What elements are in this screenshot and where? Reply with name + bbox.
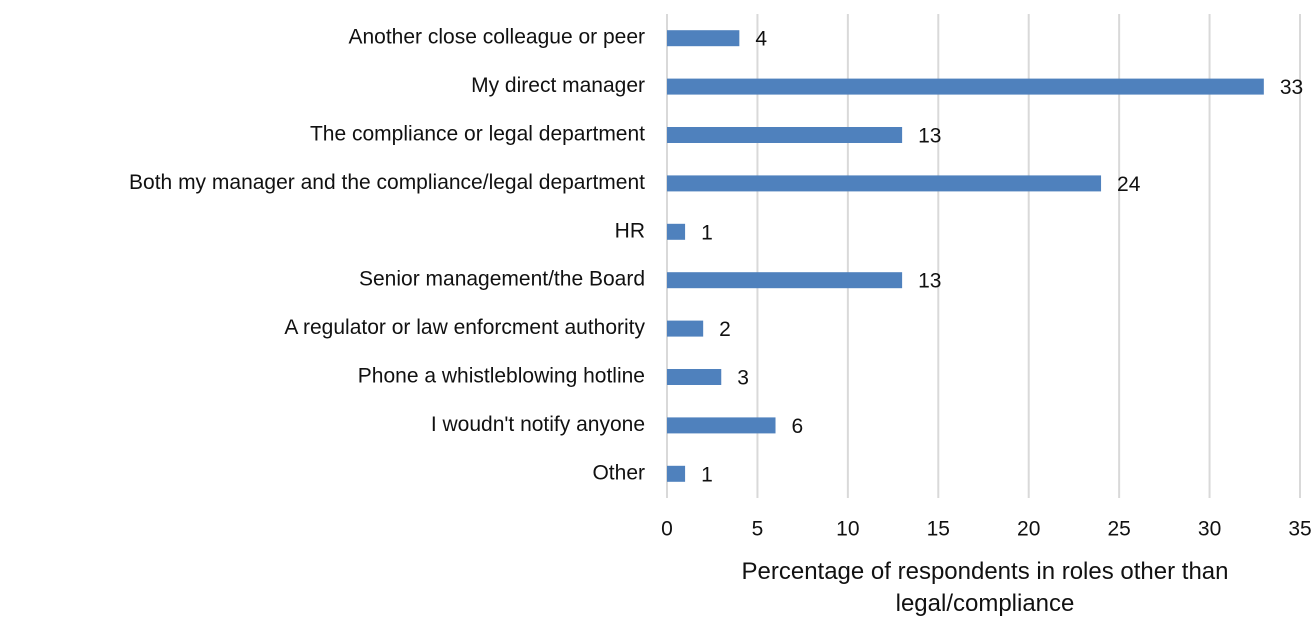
y-tick-label: My direct manager: [471, 74, 645, 97]
value-label: 1: [701, 463, 713, 486]
y-tick-label: I woudn't notify anyone: [431, 413, 645, 436]
y-tick-label: The compliance or legal department: [310, 123, 645, 146]
y-tick-label: Both my manager and the compliance/legal…: [129, 171, 645, 194]
bar: [667, 223, 686, 240]
x-tick-label: 35: [1288, 518, 1311, 541]
value-label: 3: [737, 367, 749, 390]
value-label: 13: [918, 125, 941, 148]
value-label: 13: [918, 270, 941, 293]
y-tick-label: Another close colleague or peer: [348, 26, 645, 49]
x-tick-label: 0: [661, 518, 673, 541]
value-label: 4: [755, 28, 767, 51]
y-tick-label: Phone a whistleblowing hotline: [358, 365, 645, 388]
value-label: 2: [719, 318, 731, 341]
x-tick-label: 30: [1198, 518, 1221, 541]
bar: [667, 417, 776, 434]
y-tick-label: Senior management/the Board: [359, 268, 645, 291]
value-label: 24: [1117, 173, 1141, 196]
value-label: 6: [792, 415, 804, 438]
x-tick-label: 25: [1107, 518, 1130, 541]
bar: [667, 175, 1102, 192]
value-label: 1: [701, 221, 713, 244]
bar: [667, 369, 722, 385]
x-tick-label: 20: [1017, 518, 1040, 541]
x-tick-label: 5: [752, 518, 764, 541]
x-axis-title: Percentage of respondents in roles other…: [741, 558, 1229, 617]
y-tick-label: A regulator or law enforcment authority: [284, 316, 645, 339]
x-tick-label: 15: [927, 518, 950, 541]
bar: [667, 30, 740, 47]
y-tick-label: Other: [592, 461, 645, 484]
x-tick-label: 10: [836, 518, 859, 541]
bar: [667, 272, 903, 289]
value-label: 33: [1280, 76, 1303, 99]
bar: [667, 78, 1264, 95]
bar: [667, 465, 686, 482]
bar: [667, 320, 704, 337]
bar: [667, 127, 903, 143]
y-tick-label: HR: [615, 219, 645, 242]
